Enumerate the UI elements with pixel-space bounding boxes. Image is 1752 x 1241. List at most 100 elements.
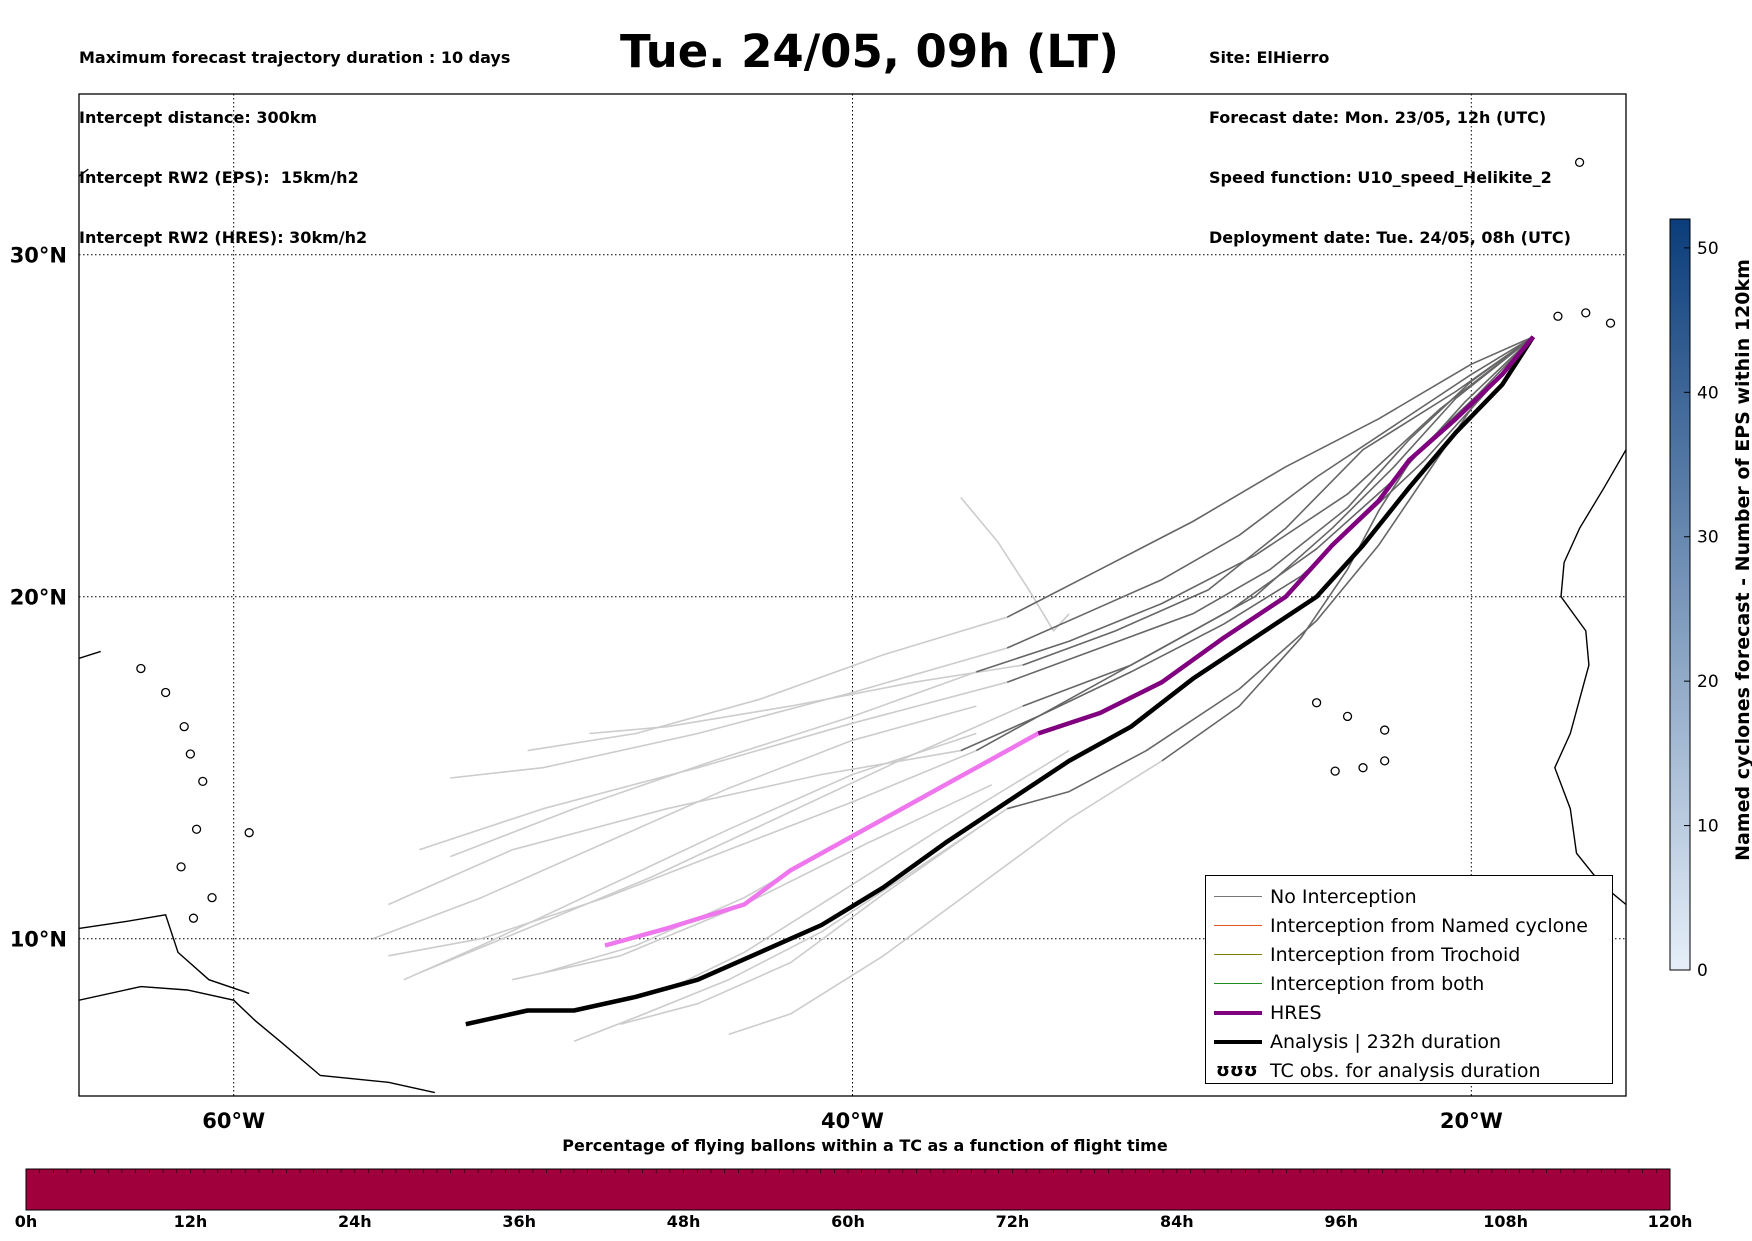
- time-bar-ticks: [25, 1169, 1671, 1173]
- coastline: [79, 914, 250, 995]
- eps-trajectory: [620, 828, 977, 1025]
- legend-swatch: [1214, 954, 1262, 955]
- island: [1342, 711, 1353, 722]
- eps-trajectory: [589, 664, 1023, 735]
- island: [1380, 725, 1390, 735]
- island: [191, 824, 202, 834]
- legend-label: Interception from Trochoid: [1270, 943, 1521, 966]
- colorbar-ticks: 0 10 20 30 40 50: [1684, 239, 1719, 981]
- time-tick-label: 60h: [831, 1212, 865, 1231]
- legend-item-hres: HRES: [1206, 998, 1612, 1027]
- legend-label: Interception from Named cyclone: [1270, 914, 1588, 937]
- colorbar-tick-label: 10: [1697, 817, 1719, 837]
- hres-track: [604, 335, 1535, 948]
- coastline: [79, 168, 89, 177]
- header-right-info: Site: ElHierro Forecast date: Mon. 23/05…: [1209, 8, 1571, 268]
- eps-trajectory: [728, 760, 1163, 1036]
- eps-trajectory: [573, 808, 1008, 1043]
- colorbar-tick-label: 30: [1697, 528, 1719, 548]
- legend-item-both: Interception from both: [1206, 969, 1612, 998]
- eps-trajectory: [976, 336, 1534, 673]
- eps-trajectory: [960, 336, 1534, 752]
- legend-label: No Interception: [1270, 885, 1417, 908]
- island: [179, 722, 189, 732]
- eps-trajectory: [372, 705, 977, 940]
- island: [160, 687, 171, 698]
- eps-trajectories-early: [960, 336, 1534, 810]
- island: [198, 776, 208, 787]
- island: [1574, 157, 1585, 168]
- time-tick-label: 108h: [1483, 1212, 1528, 1231]
- header-left-line: Intercept RW2 (HRES): 30km/h2: [79, 228, 368, 247]
- eps-trajectory: [1022, 336, 1534, 666]
- island: [1330, 766, 1340, 776]
- legend-label: TC obs. for analysis duration: [1270, 1059, 1541, 1082]
- analysis-track: [465, 335, 1536, 1027]
- time-tick-label: 120h: [1647, 1212, 1693, 1231]
- legend-swatch: [1214, 925, 1262, 926]
- time-percentage-bar: [25, 1168, 1671, 1211]
- legend-swatch: [1214, 1010, 1262, 1015]
- lon-label: 20°W: [1440, 1109, 1503, 1133]
- colorbar-tick-label: 20: [1697, 672, 1719, 692]
- eps-trajectory: [403, 732, 977, 981]
- header-left-line: Maximum forecast trajectory duration : 1…: [79, 48, 511, 67]
- eps-trajectory: [419, 681, 1008, 851]
- time-tick-label: 72h: [995, 1212, 1030, 1231]
- map-plot-area: [79, 94, 1626, 1096]
- island: [176, 862, 186, 872]
- island: [1380, 756, 1390, 766]
- legend: No Interception Interception from Named …: [1205, 875, 1613, 1084]
- legend-label: Interception from both: [1270, 972, 1485, 995]
- eps-trajectory: [527, 616, 1008, 752]
- legend-item-no-interception: No Interception: [1206, 882, 1612, 911]
- header-right-line: Speed function: U10_speed_Helikite_2: [1209, 168, 1552, 187]
- legend-item-analysis: Analysis | 232h duration: [1206, 1027, 1612, 1056]
- eps-trajectory: [1161, 336, 1534, 762]
- eps-trajectory: [1006, 336, 1534, 810]
- island: [1311, 698, 1322, 708]
- legend-label: HRES: [1270, 1001, 1322, 1024]
- island: [1605, 318, 1616, 328]
- header-left-line: Intercept distance: 300km: [79, 108, 318, 127]
- island: [188, 913, 199, 923]
- lat-label: 30°N: [10, 244, 67, 268]
- latitude-labels: 30°N 20°N 10°N: [10, 244, 67, 952]
- header-left-line: Intercept RW2 (EPS): 15km/h2: [79, 168, 359, 187]
- eps-trajectory: [1006, 336, 1534, 649]
- colorbar-label: Named cyclones forecast - Number of EPS …: [1732, 259, 1752, 861]
- eps-trajectory: [1006, 336, 1534, 618]
- header-right-line: Deployment date: Tue. 24/05, 08h (UTC): [1209, 228, 1571, 247]
- tc-obs-symbol: ʊʊʊ: [1216, 1060, 1258, 1081]
- lon-label: 60°W: [202, 1109, 265, 1133]
- time-tick-label: 0h: [14, 1212, 38, 1231]
- legend-item-trochoid: Interception from Trochoid: [1206, 940, 1612, 969]
- legend-item-tc-obs: ʊʊʊ TC obs. for analysis duration: [1206, 1056, 1612, 1085]
- legend-label: Analysis | 232h duration: [1270, 1030, 1502, 1053]
- island: [1581, 308, 1591, 318]
- time-bar-title: Percentage of flying ballons within a TC…: [562, 1136, 1168, 1155]
- eps-trajectory: [450, 671, 977, 858]
- header-right-line: Forecast date: Mon. 23/05, 12h (UTC): [1209, 108, 1547, 127]
- island: [185, 749, 196, 759]
- coastline: [79, 985, 435, 1094]
- colorbar-tick-label: 0: [1697, 961, 1708, 981]
- time-tick-label: 84h: [1159, 1212, 1194, 1231]
- hres-track-early: [1037, 335, 1535, 736]
- colorbar: [1669, 218, 1691, 971]
- legend-swatch: [1214, 1039, 1262, 1044]
- eps-trajectory: [388, 749, 977, 957]
- eps-trajectory: [960, 496, 1070, 632]
- header-left-info: Maximum forecast trajectory duration : 1…: [79, 8, 510, 268]
- legend-swatch: [1214, 983, 1262, 984]
- time-tick-label: 24h: [337, 1212, 372, 1231]
- eps-trajectory: [450, 647, 1008, 779]
- eps-trajectory: [975, 336, 1534, 752]
- eps-trajectories-late: [372, 496, 1163, 1043]
- island: [1358, 763, 1368, 773]
- african-coastline: [1554, 449, 1626, 906]
- island: [1553, 311, 1563, 321]
- time-tick-label: 96h: [1324, 1212, 1359, 1231]
- eps-trajectory: [388, 749, 961, 906]
